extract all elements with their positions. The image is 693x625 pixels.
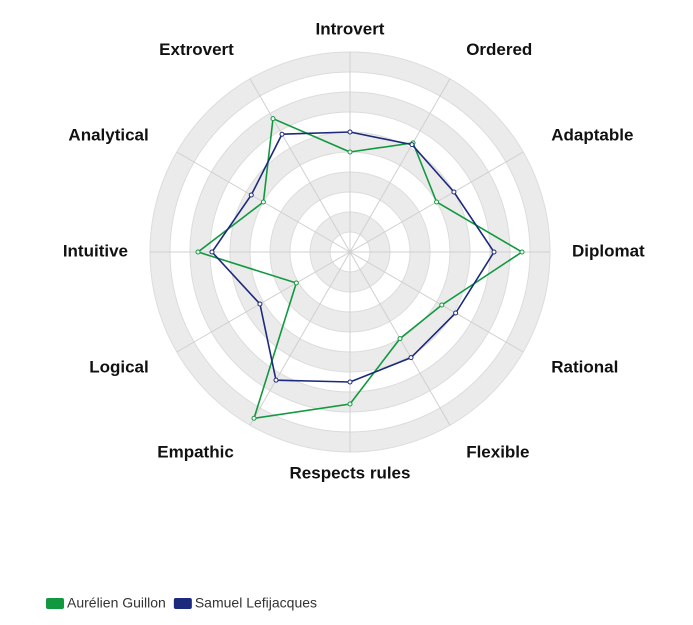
data-point bbox=[491, 249, 497, 255]
axis-label: Respects rules bbox=[290, 463, 411, 482]
data-point bbox=[451, 189, 457, 195]
data-point bbox=[409, 142, 415, 148]
axis-label: Adaptable bbox=[551, 125, 633, 144]
axis-label: Introvert bbox=[316, 19, 385, 38]
data-point bbox=[260, 199, 266, 205]
legend-text: Aurélien Guillon bbox=[67, 595, 166, 611]
axis-label: Analytical bbox=[68, 125, 148, 144]
data-point bbox=[273, 377, 279, 383]
data-point bbox=[257, 301, 263, 307]
data-point bbox=[347, 129, 353, 135]
spoke bbox=[249, 251, 351, 426]
data-point bbox=[397, 336, 403, 342]
axis-label: Extrovert bbox=[159, 40, 234, 59]
axis-label: Flexible bbox=[466, 443, 529, 462]
data-point bbox=[347, 379, 353, 385]
spoke bbox=[176, 251, 351, 353]
legend-swatch bbox=[46, 598, 64, 609]
spoke bbox=[349, 251, 524, 353]
data-point bbox=[434, 199, 440, 205]
spoke bbox=[349, 78, 451, 253]
axis-label: Ordered bbox=[466, 40, 532, 59]
data-point bbox=[195, 249, 201, 255]
data-point bbox=[248, 192, 254, 198]
legend-text: Samuel Lefijacques bbox=[195, 595, 317, 611]
data-point bbox=[293, 280, 299, 286]
legend-swatch bbox=[173, 598, 192, 609]
data-point bbox=[347, 401, 353, 407]
data-point bbox=[439, 302, 445, 308]
data-point bbox=[453, 310, 459, 316]
axis-label: Rational bbox=[551, 358, 618, 377]
data-point bbox=[279, 131, 285, 137]
axis-label: Diplomat bbox=[572, 241, 645, 260]
axis-label: Logical bbox=[89, 358, 149, 377]
data-point bbox=[347, 149, 353, 155]
axis-label: Empathic bbox=[157, 443, 234, 462]
axis-label: Intuitive bbox=[63, 241, 128, 260]
data-point bbox=[251, 415, 257, 421]
spoke bbox=[249, 78, 351, 253]
data-point bbox=[209, 249, 215, 255]
data-point bbox=[270, 116, 276, 122]
data-point bbox=[519, 249, 525, 255]
data-point bbox=[408, 355, 414, 361]
